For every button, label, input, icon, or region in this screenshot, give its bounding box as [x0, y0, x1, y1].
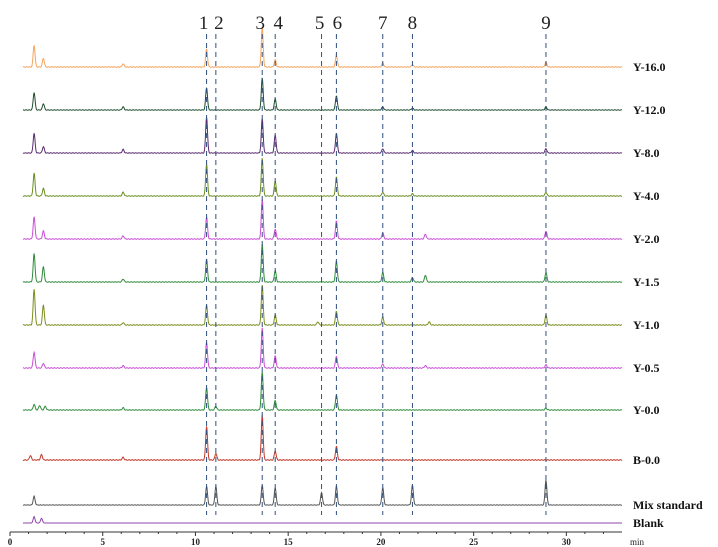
- trace-blank: [22, 515, 623, 524]
- trace-label-y-8-0: Y-8.0: [633, 146, 660, 160]
- trace-y-0-5: [22, 327, 623, 369]
- peak-label-3: 3: [255, 13, 265, 34]
- trace-label-y-16-0: Y-16.0: [633, 60, 666, 74]
- trace-label-y-12-0: Y-12.0: [633, 103, 666, 117]
- trace-y-8-0: [22, 117, 623, 154]
- peak-guide-lines: [206, 34, 547, 515]
- peak-label-2: 2: [214, 13, 224, 34]
- x-tick-label-10: 10: [191, 537, 201, 547]
- trace-mix-standard: [22, 478, 623, 506]
- trace-y-2-0: [22, 199, 623, 240]
- trace-y-12-0: [22, 77, 623, 111]
- trace-label-y-0-0: Y-0.0: [633, 403, 660, 417]
- trace-y-16-0: [22, 26, 623, 68]
- traces-layer: [22, 26, 623, 524]
- trace-y-4-0: [22, 158, 623, 197]
- x-axis: min 0 5 10 15 20 25 30: [8, 531, 645, 547]
- peak-label-5: 5: [315, 13, 325, 34]
- trace-label-y-2-0: Y-2.0: [633, 232, 660, 246]
- x-tick-label-5: 5: [100, 537, 105, 547]
- peak-label-9: 9: [541, 13, 551, 34]
- trace-label-y-0-5: Y-0.5: [633, 361, 660, 375]
- trace-label-b-0-0: B-0.0: [633, 453, 660, 467]
- peak-label-7: 7: [378, 13, 388, 34]
- trace-label-y-1-0: Y-1.0: [633, 318, 660, 332]
- x-tick-label-25: 25: [469, 537, 479, 547]
- peak-label-1: 1: [199, 13, 209, 34]
- trace-label-y-1-5: Y-1.5: [633, 275, 660, 289]
- trace-label-y-4-0: Y-4.0: [633, 189, 660, 203]
- trace-label-mix-standard: Mix standard: [633, 498, 703, 512]
- trace-y-1-5: [22, 244, 623, 283]
- peak-label-8: 8: [408, 13, 418, 34]
- peak-label-4: 4: [273, 13, 283, 34]
- x-axis-unit-label: min: [630, 537, 645, 547]
- trace-b-0-0: [22, 415, 623, 461]
- x-tick-label-0: 0: [8, 537, 13, 547]
- trace-y-0-0: [22, 371, 623, 411]
- x-tick-label-20: 20: [376, 537, 386, 547]
- trace-labels: Y-16.0 Y-12.0 Y-8.0 Y-4.0 Y-2.0 Y-1.5 Y-1.0 Y-0…: [633, 60, 703, 530]
- x-tick-label-30: 30: [562, 537, 572, 547]
- trace-label-blank: Blank: [633, 516, 664, 530]
- trace-y-1-0: [22, 284, 623, 326]
- x-tick-label-15: 15: [284, 537, 294, 547]
- peak-label-6: 6: [333, 13, 343, 34]
